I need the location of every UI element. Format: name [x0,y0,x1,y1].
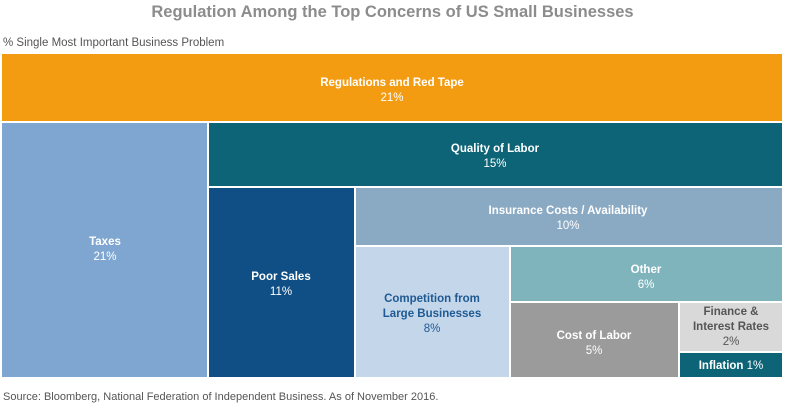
tile-finance-and-interest-rates [680,303,782,351]
tile-poor-sales [209,188,354,377]
tile-value-other: 6% [638,279,655,291]
tile-value-cost-of-labor: 5% [586,345,603,357]
tile-competition-from-large-businesses [356,247,509,377]
tile-value-taxes: 21% [93,251,116,263]
tile-regulations-and-red-tape [2,54,782,121]
tile-value-quality-of-labor: 15% [483,158,506,170]
tile-value-regulations-and-red-tape: 21% [380,92,403,104]
tile-taxes [2,123,207,377]
tile-label-inflation: Inflation 1% [699,360,764,372]
tile-value-finance-and-interest-rates: 2% [723,336,740,348]
tile-label-taxes: Taxes [89,236,121,248]
tile-value-poor-sales: 11% [270,286,292,298]
tile-value-insurance-costs-availability: 10% [556,220,579,232]
tile-label-finance-and-interest-rates: Finance & Interest Rates [693,306,769,333]
tile-label-regulations-and-red-tape: Regulations and Red Tape [320,77,464,89]
tile-label-poor-sales: Poor Sales [251,271,310,283]
tile-label-quality-of-labor: Quality of Labor [451,143,540,155]
tile-inflation [680,353,782,377]
tile-quality-of-labor [209,123,782,186]
chart-subtitle: % Single Most Important Business Problem [3,37,225,49]
tile-value-competition-from-large-businesses: 8% [424,323,441,335]
tile-label-insurance-costs-availability: Insurance Costs / Availability [489,205,649,217]
chart-title: Regulation Among the Top Concerns of US … [151,3,634,21]
tile-cost-of-labor [511,303,678,377]
tile-value-inflation: 1% [743,360,763,372]
tile-other [511,247,782,301]
tile-label-other: Other [631,264,662,276]
tile-label-competition-from-large-businesses: Competition from Large Businesses [383,293,481,320]
tile-insurance-costs-availability [356,188,782,245]
tile-label-cost-of-labor: Cost of Labor [557,330,632,342]
source-note: Source: Bloomberg, National Federation o… [3,391,439,403]
